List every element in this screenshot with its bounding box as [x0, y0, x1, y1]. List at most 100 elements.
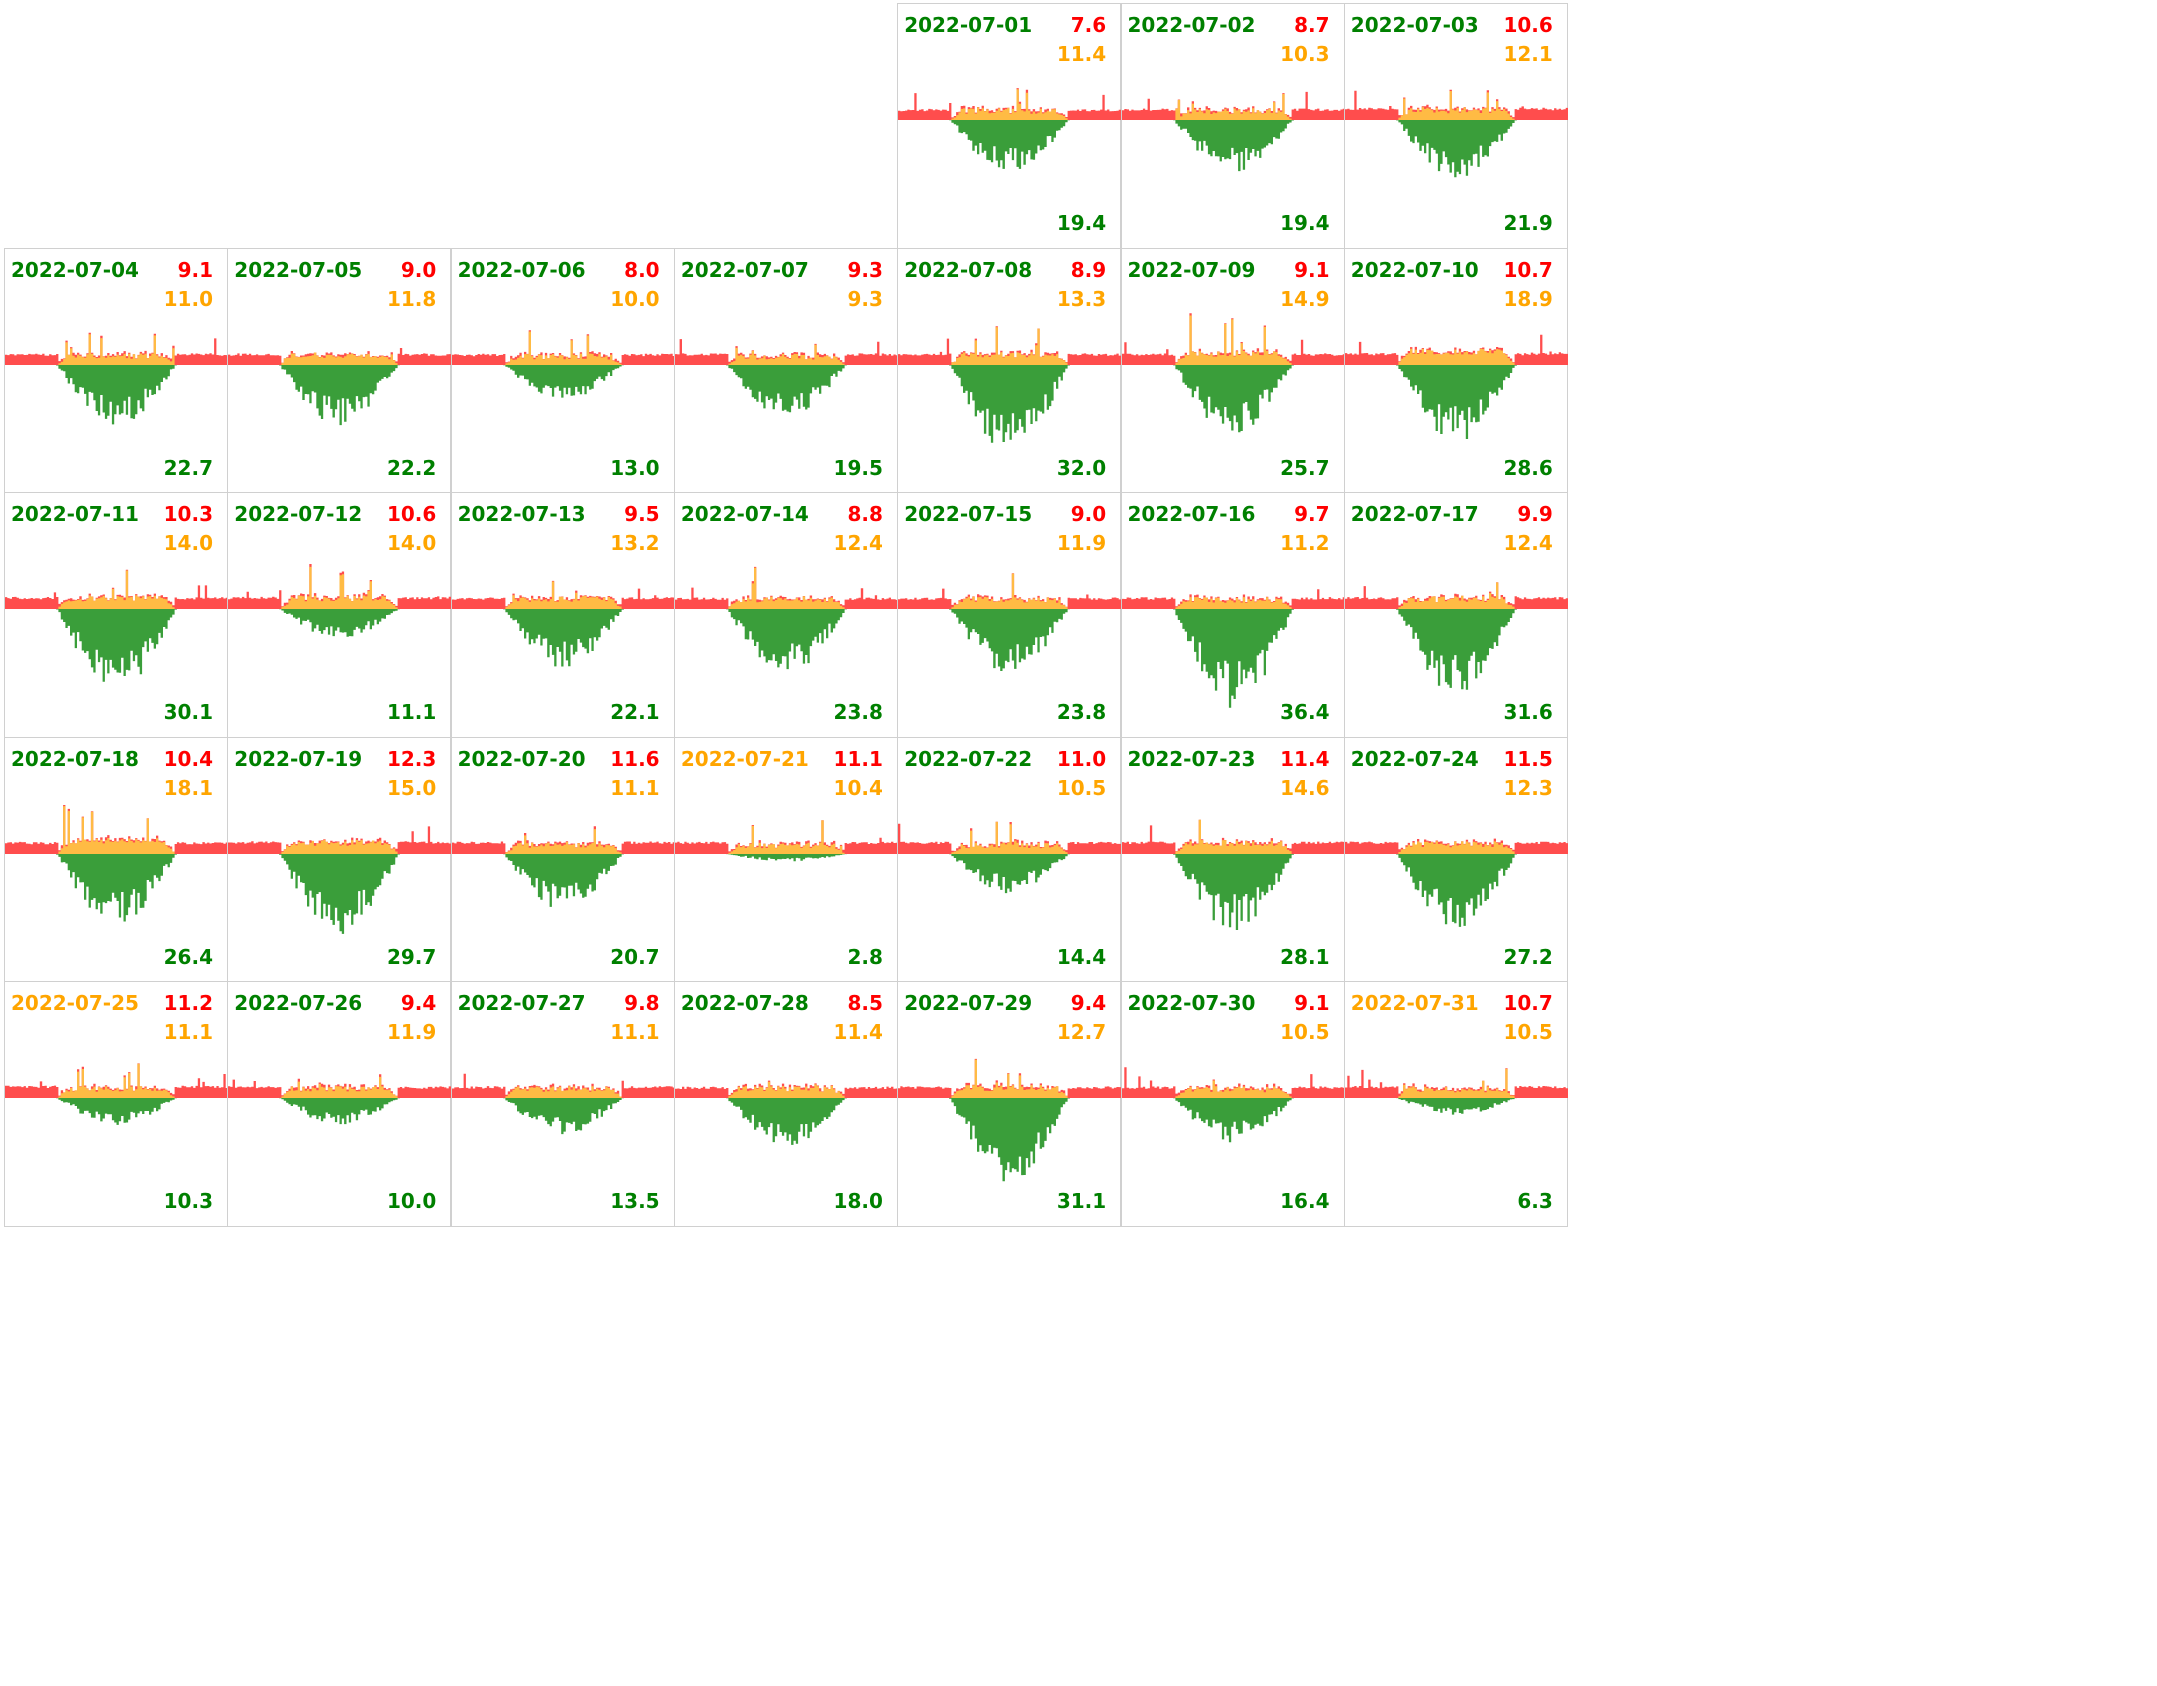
- self-consumption-total-label: 11.2: [1280, 531, 1330, 556]
- export-total-label: 30.1: [163, 700, 213, 725]
- import-total-label: 11.2: [163, 991, 213, 1016]
- day-date-label: 2022-07-25: [11, 991, 139, 1016]
- self-consumption-total-label: 13.3: [1056, 286, 1107, 311]
- day-cell-2022-07-27: 2022-07-27 9.8 11.1 13.5: [450, 981, 675, 1228]
- day-date-label: 2022-07-14: [680, 502, 809, 527]
- export-area: [898, 364, 1122, 443]
- import-total-label: 10.3: [163, 502, 213, 527]
- self-consumption-area: [228, 1077, 452, 1099]
- import-total-label: 9.3: [847, 257, 883, 282]
- day-profile-2022-07-27: [451, 1074, 675, 1135]
- self-consumption-area: [1344, 91, 1568, 120]
- day-date-label: 2022-07-03: [1350, 13, 1479, 37]
- self-consumption-total-label: 14.0: [386, 531, 437, 556]
- day-profile-2022-07-25: [5, 1063, 228, 1126]
- day-profile-2022-07-17: [1344, 582, 1568, 690]
- export-area: [898, 853, 1122, 893]
- day-date-label: 2022-07-11: [11, 502, 139, 527]
- day-date-label: 2022-07-23: [1127, 746, 1256, 771]
- day-cell-2022-07-30: 2022-07-30 9.1 10.5 16.4: [1120, 981, 1345, 1228]
- day-date-label: 2022-07-15: [904, 502, 1033, 527]
- self-consumption-total-label: 13.2: [610, 531, 660, 556]
- import-total-label: 11.5: [1503, 746, 1553, 771]
- export-area: [1344, 364, 1568, 439]
- day-profile-2022-07-26: [228, 1074, 452, 1125]
- export-total-label: 13.5: [610, 1189, 660, 1214]
- export-total-label: 19.4: [1056, 211, 1107, 235]
- day-date-label: 2022-07-28: [680, 991, 809, 1016]
- self-consumption-area: [898, 89, 1122, 120]
- self-consumption-area: [1121, 94, 1345, 120]
- export-total-label: 31.1: [1056, 1189, 1107, 1214]
- self-consumption-area: [674, 1082, 898, 1099]
- export-total-label: 23.8: [833, 700, 883, 725]
- day-date-label: 2022-07-08: [904, 257, 1033, 282]
- day-cell-2022-07-04: 2022-07-04 9.1 11.0 22.7: [4, 247, 228, 494]
- day-cell-2022-07-21: 2022-07-21 11.1 10.4 2.8: [673, 736, 898, 983]
- import-total-label: 9.4: [400, 991, 437, 1016]
- import-total-label: 9.5: [624, 502, 660, 527]
- self-consumption-total-label: 11.4: [1056, 42, 1107, 66]
- day-profile-2022-07-09: [1121, 312, 1345, 432]
- export-area: [898, 120, 1122, 169]
- self-consumption-area: [228, 352, 452, 365]
- export-total-label: 26.4: [163, 944, 213, 969]
- day-date-label: 2022-07-17: [1350, 502, 1479, 527]
- day-profile-2022-07-10: [1344, 334, 1568, 439]
- export-area: [451, 1098, 675, 1135]
- export-area: [5, 609, 228, 682]
- import-total-label: 7.6: [1070, 13, 1107, 37]
- day-cell-2022-07-18: 2022-07-18 10.4 18.1 26.4: [4, 736, 228, 983]
- export-total-label: 22.2: [386, 455, 437, 480]
- export-total-label: 2.8: [847, 944, 883, 969]
- day-date-label: 2022-07-02: [1127, 13, 1256, 37]
- day-cell-2022-07-28: 2022-07-28 8.5 11.4 18.0: [673, 981, 898, 1228]
- import-total-label: 9.1: [1294, 991, 1330, 1016]
- self-consumption-total-label: 14.6: [1280, 775, 1330, 800]
- day-cell-2022-07-10: 2022-07-10 10.7 18.9 28.6: [1343, 247, 1568, 494]
- import-total-label: 11.1: [833, 746, 883, 771]
- self-consumption-total-label: 12.7: [1056, 1020, 1107, 1045]
- self-consumption-area: [228, 567, 452, 610]
- day-date-label: 2022-07-22: [904, 746, 1033, 771]
- self-consumption-area: [898, 1059, 1122, 1099]
- export-area: [674, 853, 898, 862]
- import-total-label: 9.1: [1294, 257, 1330, 282]
- self-consumption-area: [1344, 1069, 1568, 1099]
- day-cell-2022-07-20: 2022-07-20 11.6 11.1 20.7: [450, 736, 675, 983]
- export-total-label: 10.3: [163, 1189, 213, 1214]
- self-consumption-total-label: 12.4: [1503, 531, 1553, 556]
- self-consumption-area: [674, 344, 898, 365]
- export-total-label: 16.4: [1280, 1189, 1330, 1214]
- day-profile-2022-07-14: [674, 567, 898, 670]
- day-profile-2022-07-28: [674, 1080, 898, 1146]
- day-cell-2022-07-11: 2022-07-11 10.3 14.0 30.1: [4, 492, 228, 739]
- export-area: [5, 1098, 228, 1126]
- self-consumption-total-label: 11.1: [163, 1020, 213, 1045]
- self-consumption-area: [898, 326, 1122, 365]
- self-consumption-total-label: 14.9: [1280, 286, 1330, 311]
- self-consumption-area: [5, 1064, 228, 1099]
- day-date-label: 2022-07-05: [234, 257, 363, 282]
- day-profile-2022-07-02: [1121, 91, 1345, 172]
- self-consumption-area: [228, 839, 452, 854]
- self-consumption-total-label: 10.5: [1056, 775, 1107, 800]
- self-consumption-total-label: 10.5: [1280, 1020, 1330, 1045]
- self-consumption-total-label: 11.0: [163, 286, 213, 311]
- self-consumption-total-label: 10.5: [1503, 1020, 1553, 1045]
- day-profile-2022-07-24: [1344, 838, 1568, 927]
- day-date-label: 2022-07-24: [1350, 746, 1479, 771]
- self-consumption-total-label: 11.9: [386, 1020, 437, 1045]
- export-area: [1121, 1098, 1345, 1143]
- day-date-label: 2022-07-29: [904, 991, 1033, 1016]
- import-total-label: 12.3: [386, 746, 437, 771]
- self-consumption-total-label: 11.9: [1056, 531, 1107, 556]
- day-cell-2022-07-02: 2022-07-02 8.7 10.3 19.4: [1120, 3, 1345, 249]
- self-consumption-area: [1121, 819, 1345, 854]
- day-cell-2022-07-12: 2022-07-12 10.6 14.0 11.1: [227, 492, 452, 739]
- import-total-label: 11.0: [1056, 746, 1107, 771]
- import-total-label: 8.9: [1070, 257, 1107, 282]
- export-area: [674, 609, 898, 670]
- day-profile-2022-07-07: [674, 338, 898, 412]
- self-consumption-total-label: 9.3: [847, 286, 883, 311]
